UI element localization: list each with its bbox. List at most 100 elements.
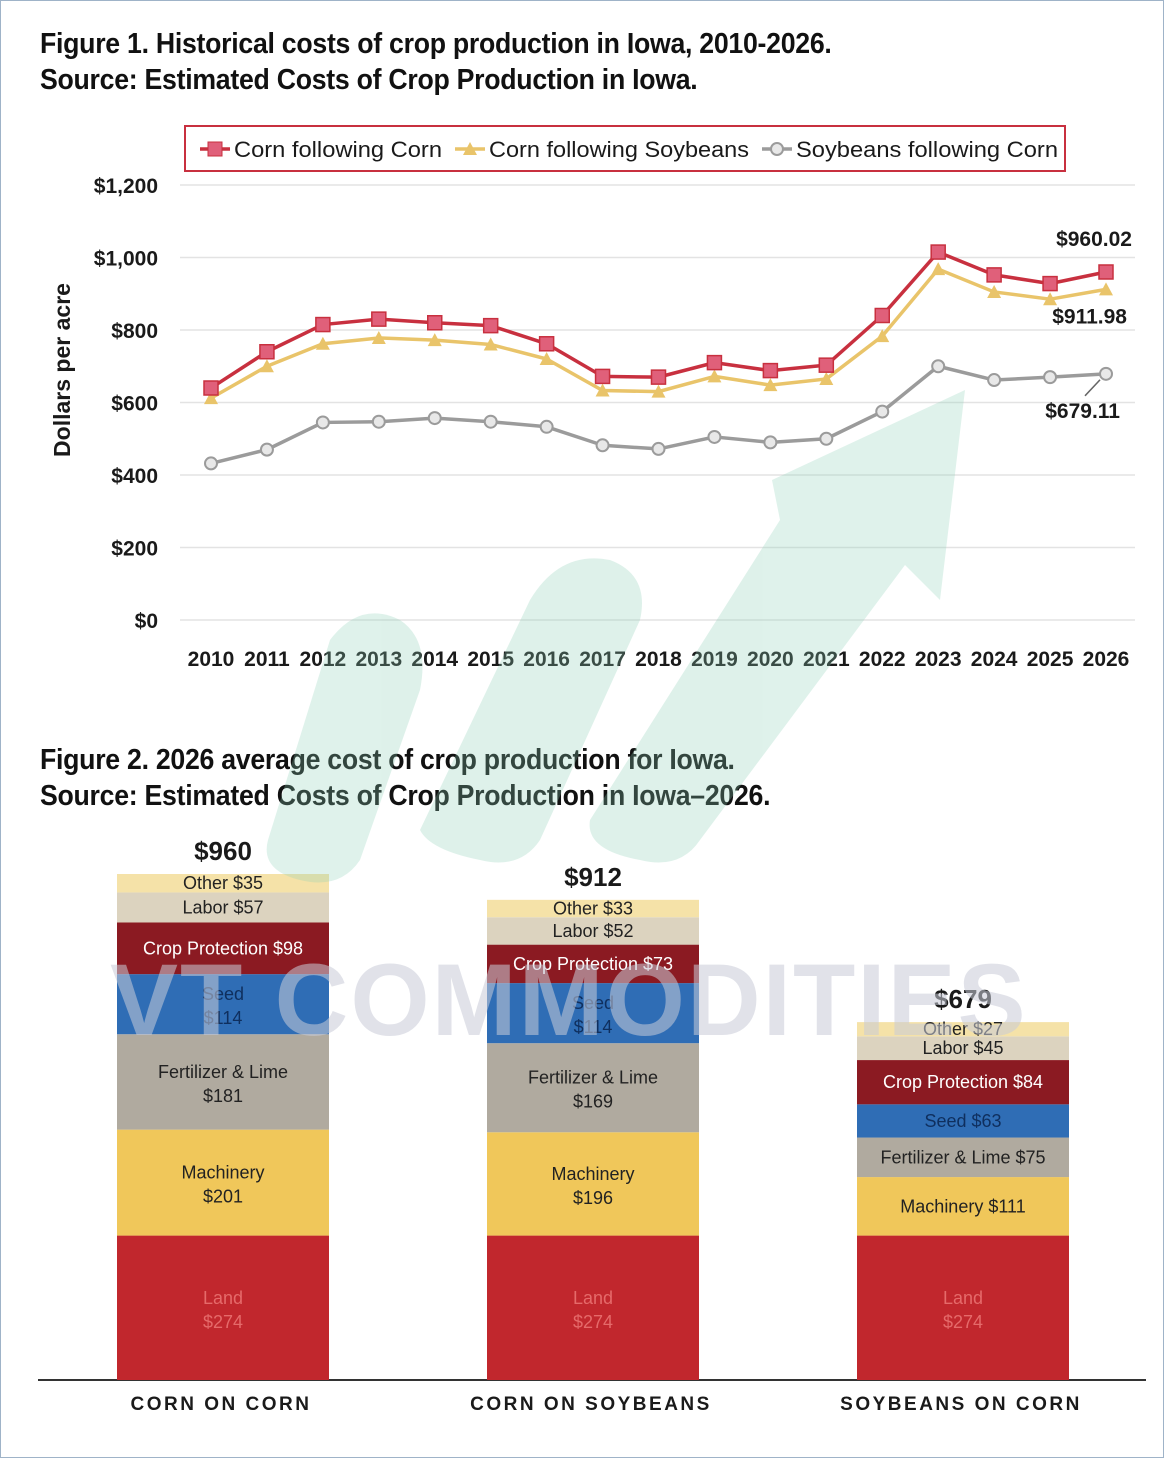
- bar-segment: [857, 1177, 1069, 1236]
- data-point: [539, 419, 554, 434]
- annotation-label: $960.02: [1056, 228, 1132, 251]
- bar-segment: [117, 1034, 329, 1130]
- y-tick-label: $400: [111, 465, 158, 488]
- data-point: [819, 431, 834, 446]
- x-tick-label: 2019: [691, 648, 738, 671]
- series-line: [210, 250, 1107, 390]
- category-label: CORN ON CORN: [131, 1394, 312, 1415]
- segment-label: Seed: [572, 993, 614, 1013]
- x-tick-label: 2014: [411, 648, 458, 671]
- segment-label: Labor $45: [922, 1038, 1003, 1058]
- data-point: [204, 456, 218, 471]
- bar-segment: [117, 1129, 329, 1236]
- y-tick-label: $1,200: [94, 175, 158, 198]
- legend-box: [184, 125, 1066, 172]
- figure1-title-line1: Figure 1. Historical costs of crop produ…: [40, 28, 832, 60]
- data-point: [762, 362, 779, 379]
- bar-segment: [117, 922, 329, 975]
- segment-value: $114: [574, 1017, 613, 1037]
- data-point: [931, 359, 946, 374]
- data-point: [483, 414, 498, 429]
- y-tick-label: $800: [111, 320, 158, 343]
- segment-label: Other $27: [923, 1019, 1003, 1039]
- category-label: CORN ON SOYBEANS: [470, 1394, 712, 1415]
- bar-segment: [487, 899, 699, 918]
- segment-value: $114: [204, 1008, 243, 1028]
- figure1-title-line2: Source: Estimated Costs of Crop Producti…: [40, 64, 698, 96]
- bar-segment: [117, 874, 329, 893]
- data-point: [483, 337, 498, 351]
- data-point: [539, 352, 554, 365]
- data-point: [427, 411, 442, 426]
- data-point: [819, 371, 834, 385]
- data-point: [1098, 264, 1114, 280]
- data-point: [874, 307, 890, 324]
- segment-value: $274: [203, 1312, 243, 1332]
- stacked-bar-chart: Land $274 Machinery $201 Fertilizer & Lime $1…: [38, 836, 1146, 1415]
- x-tick-label: 2022: [859, 648, 906, 671]
- segment-label: Labor $57: [182, 897, 263, 917]
- segment-label: Crop Protection $98: [143, 938, 303, 958]
- data-point: [594, 368, 611, 385]
- data-point: [204, 391, 218, 405]
- data-point: [427, 333, 442, 347]
- bar-segment: [857, 1235, 1069, 1380]
- x-tick-label: 2020: [747, 648, 794, 671]
- segment-value: $196: [573, 1188, 613, 1208]
- segment-value: $274: [573, 1312, 613, 1332]
- x-tick-label: 2026: [1083, 648, 1130, 671]
- bar-segment: [857, 1036, 1069, 1061]
- data-point: [1099, 366, 1113, 381]
- x-tick-label: 2010: [188, 648, 235, 671]
- bar-total-label: $960: [194, 836, 252, 866]
- y-tick-label: $0: [135, 610, 158, 633]
- x-tick-label: 2018: [635, 648, 682, 671]
- data-point: [538, 336, 555, 352]
- segment-label: Fertilizer & Lime: [528, 1068, 658, 1088]
- segment-value: $181: [203, 1086, 243, 1106]
- data-point: [987, 373, 1002, 388]
- segment-label: Land: [943, 1288, 983, 1308]
- y-tick-label: $200: [111, 538, 158, 561]
- segment-label: Labor $52: [552, 921, 633, 941]
- x-tick-label: 2025: [1027, 648, 1074, 671]
- stacked-bar: Land $274 Machinery $196 Fertilizer & Lime $1…: [487, 899, 699, 1380]
- bar-segment: [487, 944, 699, 984]
- segment-label: Land: [203, 1288, 243, 1308]
- bar-segment: [487, 1043, 699, 1133]
- data-point: [763, 435, 778, 450]
- data-point: [707, 429, 722, 444]
- figure2-title-line1: Figure 2. 2026 average cost of crop prod…: [40, 744, 735, 776]
- data-point: [650, 369, 667, 385]
- segment-label: Other $33: [553, 899, 633, 919]
- segment-label: Crop Protection $73: [513, 954, 673, 974]
- data-point: [371, 414, 386, 429]
- data-point: [595, 383, 610, 397]
- data-point: [930, 244, 946, 260]
- data-point: [1042, 275, 1058, 292]
- segment-label: Machinery: [181, 1163, 264, 1183]
- bar-segment: [117, 974, 329, 1035]
- bar-segment: [857, 1022, 1069, 1037]
- data-point: [1043, 292, 1058, 306]
- x-tick-label: 2016: [523, 648, 570, 671]
- data-point: [371, 311, 387, 327]
- legend: Corn following Corn Corn following Soybea…: [184, 125, 1066, 172]
- x-tick-label: 2011: [244, 648, 290, 671]
- segment-label: Crop Protection $84: [883, 1072, 1043, 1092]
- segment-label: Seed $63: [924, 1111, 1001, 1131]
- bar-segment: [857, 1137, 1069, 1178]
- x-tick-label: 2024: [971, 648, 1018, 671]
- data-point: [203, 380, 219, 396]
- data-point: [875, 329, 890, 343]
- data-point: [986, 267, 1002, 283]
- annotation-label: $679.11: [1045, 400, 1120, 423]
- legend-label: Corn following Corn: [234, 137, 442, 162]
- segment-label: Machinery: [551, 1164, 634, 1184]
- bar-segment: [117, 892, 329, 923]
- segment-label: Other $35: [183, 873, 263, 893]
- bar-segment: [487, 1132, 699, 1236]
- data-point: [482, 317, 499, 334]
- data-point: [763, 378, 778, 392]
- segment-label: Fertilizer & Lime $75: [880, 1147, 1045, 1167]
